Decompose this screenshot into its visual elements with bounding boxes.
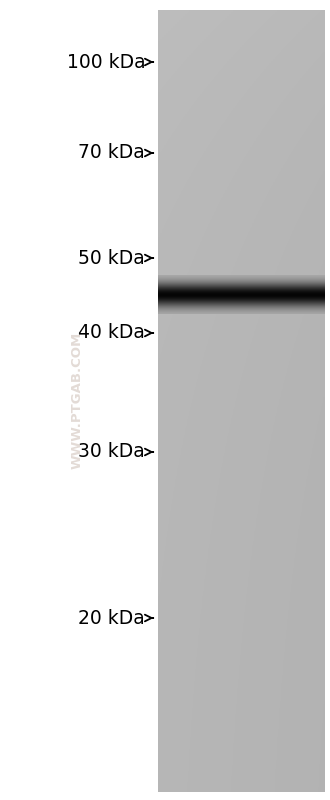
- Text: 100 kDa: 100 kDa: [67, 53, 145, 71]
- Text: 70 kDa: 70 kDa: [79, 143, 145, 162]
- Text: 50 kDa: 50 kDa: [79, 249, 145, 267]
- Text: 20 kDa: 20 kDa: [79, 609, 145, 627]
- Text: WWW.PTGAB.COM: WWW.PTGAB.COM: [71, 331, 84, 469]
- Text: 30 kDa: 30 kDa: [79, 442, 145, 462]
- Text: 40 kDa: 40 kDa: [78, 323, 145, 342]
